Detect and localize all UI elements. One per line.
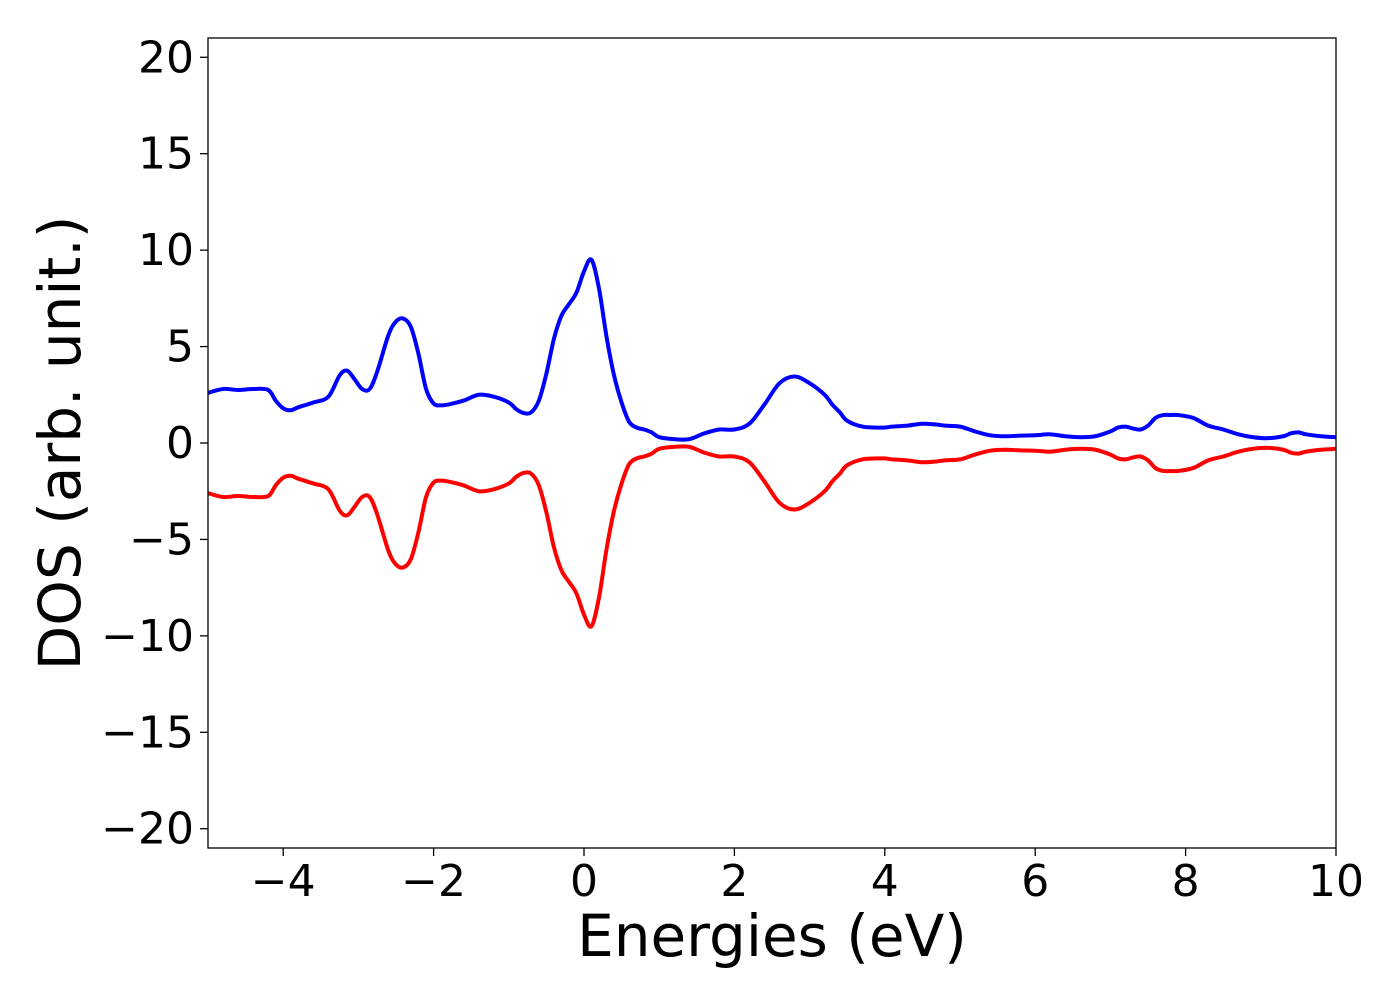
y-tick-label: 5 [166, 322, 194, 373]
y-tick-label: −10 [101, 611, 194, 662]
x-tick-label: 2 [720, 856, 748, 907]
x-axis-ticks: −4 −2 0 2 4 6 8 10 [251, 848, 1364, 907]
y-tick-label: 10 [138, 225, 194, 276]
series-line-1 [207, 257, 1337, 442]
series-line-2 [207, 444, 1337, 629]
x-tick-label: 4 [871, 856, 899, 907]
x-tick-label: 0 [570, 856, 598, 907]
y-axis-ticks: 20 15 10 5 0 −5 −10 −15 −20 [101, 32, 208, 855]
y-tick-label: −20 [101, 804, 194, 855]
y-tick-label: 15 [138, 129, 194, 180]
x-tick-label: 8 [1172, 856, 1200, 907]
y-tick-label: −15 [101, 707, 194, 758]
y-tick-label: 20 [138, 32, 194, 83]
x-axis-title: Energies (eV) [577, 902, 967, 970]
x-tick-label: −2 [401, 856, 466, 907]
series-layer [207, 257, 1337, 629]
x-tick-label: 6 [1021, 856, 1049, 907]
y-tick-label: 0 [166, 418, 194, 469]
x-tick-label: 10 [1308, 856, 1364, 907]
y-axis-title: DOS (arb. unit.) [26, 216, 94, 671]
y-tick-label: −5 [129, 514, 194, 565]
x-tick-label: −4 [251, 856, 316, 907]
